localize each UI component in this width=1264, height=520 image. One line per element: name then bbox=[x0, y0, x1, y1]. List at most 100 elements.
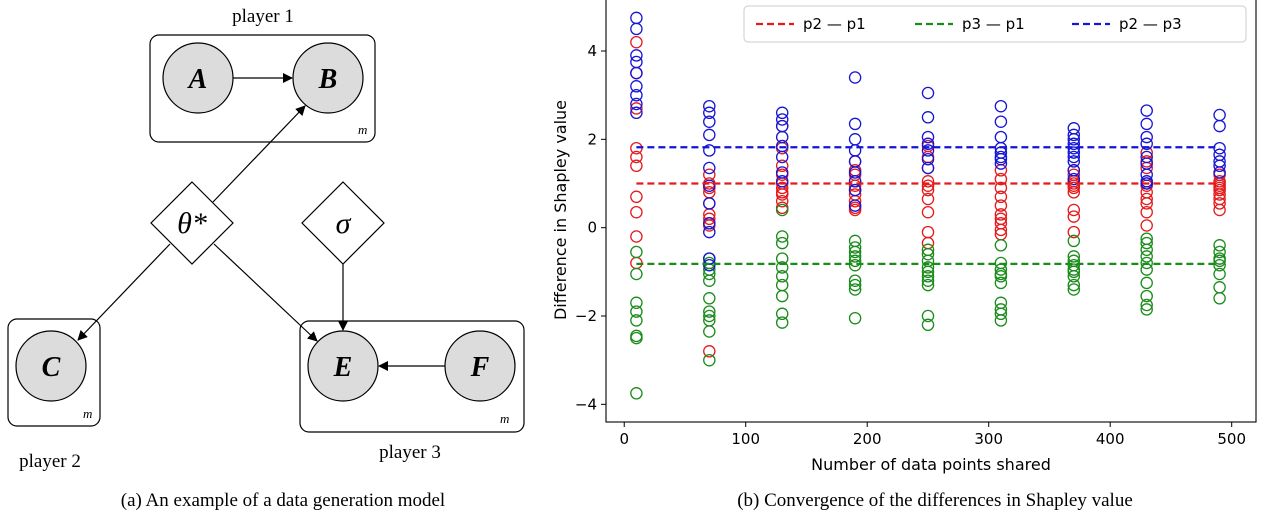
x-tick-label: 100 bbox=[731, 430, 760, 448]
data-point-series-2 bbox=[1213, 267, 1226, 281]
data-point-series-2 bbox=[630, 305, 643, 318]
data-point-series-3 bbox=[630, 88, 643, 102]
data-point-series-2 bbox=[775, 261, 789, 274]
data-point-series-1 bbox=[775, 159, 789, 173]
node-f-label: F bbox=[470, 352, 490, 383]
data-point-series-1 bbox=[921, 225, 935, 239]
data-point-series-3 bbox=[921, 86, 935, 100]
y-tick-label: 4 bbox=[587, 42, 597, 60]
data-point-series-2 bbox=[630, 314, 643, 327]
data-point-series-2 bbox=[1140, 303, 1153, 316]
player1-label: player 1 bbox=[232, 6, 294, 27]
data-point-series-3 bbox=[703, 99, 716, 113]
data-point-series-3 bbox=[630, 11, 643, 25]
plot-frame bbox=[605, 0, 1257, 423]
node-c-label: C bbox=[42, 352, 61, 383]
data-point-series-2 bbox=[630, 245, 643, 259]
data-point-series-2 bbox=[703, 325, 716, 338]
data-point-series-1 bbox=[1067, 203, 1081, 217]
data-point-series-2 bbox=[1067, 265, 1081, 279]
data-point-series-2 bbox=[994, 276, 1008, 290]
shapley-scatter-chart: 0 100 200 300 400 500 −4 −2 0 2 4 Number of data p… bbox=[551, 0, 1257, 511]
data-point-series-3 bbox=[1213, 141, 1226, 155]
data-point-series-3 bbox=[1140, 117, 1153, 131]
data-point-series-3 bbox=[1067, 137, 1081, 151]
data-point-series-1 bbox=[703, 212, 716, 226]
node-b-label: B bbox=[318, 64, 338, 95]
chart-mean-lines bbox=[636, 146, 1220, 265]
node-c bbox=[15, 330, 87, 402]
data-point-series-2 bbox=[848, 283, 862, 296]
node-e-label: E bbox=[333, 352, 353, 383]
data-point-series-1 bbox=[775, 181, 789, 195]
data-point-series-2 bbox=[703, 274, 716, 287]
data-point-series-3 bbox=[1067, 122, 1081, 135]
data-point-series-3 bbox=[703, 179, 716, 192]
data-point-series-2 bbox=[1140, 256, 1153, 270]
data-point-series-3 bbox=[703, 217, 716, 230]
data-point-series-1 bbox=[994, 208, 1008, 221]
edge-theta-e bbox=[213, 243, 318, 342]
data-point-series-2 bbox=[921, 278, 935, 292]
data-point-series-3 bbox=[1067, 133, 1081, 146]
player2-label: player 2 bbox=[19, 451, 81, 472]
data-point-series-1 bbox=[1067, 186, 1081, 199]
data-point-series-1 bbox=[994, 164, 1008, 177]
node-sigma-label: σ bbox=[336, 207, 352, 240]
data-point-series-3 bbox=[775, 119, 789, 133]
data-point-series-3 bbox=[1213, 119, 1226, 133]
data-point-series-3 bbox=[775, 130, 789, 144]
data-point-series-2 bbox=[1213, 258, 1226, 272]
plate-player1 bbox=[149, 34, 376, 143]
data-point-series-1 bbox=[630, 35, 643, 49]
data-point-series-2 bbox=[994, 270, 1008, 283]
data-point-series-3 bbox=[848, 166, 862, 179]
data-point-series-2 bbox=[775, 307, 789, 321]
data-point-series-3 bbox=[775, 113, 789, 126]
data-point-series-1 bbox=[1140, 219, 1153, 232]
data-point-series-2 bbox=[1140, 243, 1153, 257]
data-point-series-3 bbox=[630, 80, 643, 93]
data-point-series-2 bbox=[921, 318, 935, 332]
y-tick-label: 0 bbox=[587, 219, 597, 237]
plate-player3 bbox=[299, 320, 525, 433]
data-point-series-1 bbox=[994, 199, 1008, 212]
data-point-series-3 bbox=[921, 144, 935, 157]
data-point-series-2 bbox=[703, 353, 716, 367]
data-point-series-1 bbox=[994, 181, 1008, 195]
y-axis-label: Difference in Shapley value bbox=[551, 100, 570, 320]
data-point-series-3 bbox=[1213, 166, 1226, 179]
data-point-series-2 bbox=[921, 265, 935, 279]
y-tick-label: 2 bbox=[587, 130, 597, 148]
data-point-series-2 bbox=[703, 267, 716, 281]
data-point-series-2 bbox=[1213, 245, 1226, 259]
data-point-series-3 bbox=[1140, 104, 1153, 117]
data-point-series-3 bbox=[1140, 177, 1153, 190]
plate-player1-m: m bbox=[358, 122, 367, 137]
data-point-series-2 bbox=[848, 234, 862, 248]
data-point-series-1 bbox=[775, 188, 789, 201]
data-point-series-3 bbox=[703, 197, 716, 210]
data-point-series-2 bbox=[848, 274, 862, 287]
data-point-series-1 bbox=[848, 203, 862, 217]
data-point-series-3 bbox=[1140, 168, 1153, 181]
x-tick-label: 300 bbox=[974, 430, 1003, 448]
data-point-series-3 bbox=[994, 152, 1008, 166]
data-point-series-1 bbox=[630, 230, 643, 243]
data-point-series-1 bbox=[1140, 197, 1153, 210]
chart-points bbox=[630, 11, 1226, 400]
data-point-series-1 bbox=[1213, 183, 1226, 197]
plate-player3-m: m bbox=[500, 411, 509, 426]
chart-legend: p2 — p1 p3 — p1 p2 — p3 bbox=[743, 5, 1247, 43]
data-point-series-2 bbox=[848, 311, 862, 325]
data-point-series-1 bbox=[921, 175, 935, 188]
player3-label: player 3 bbox=[379, 442, 441, 463]
y-tick-label: −4 bbox=[575, 395, 597, 413]
data-point-series-1 bbox=[848, 179, 862, 192]
data-point-series-3 bbox=[848, 199, 862, 212]
node-b bbox=[292, 42, 364, 114]
data-point-series-2 bbox=[775, 270, 789, 283]
data-point-series-1 bbox=[1213, 188, 1226, 201]
legend-label: p2 — p1 bbox=[803, 15, 866, 33]
data-point-series-1 bbox=[630, 102, 643, 115]
